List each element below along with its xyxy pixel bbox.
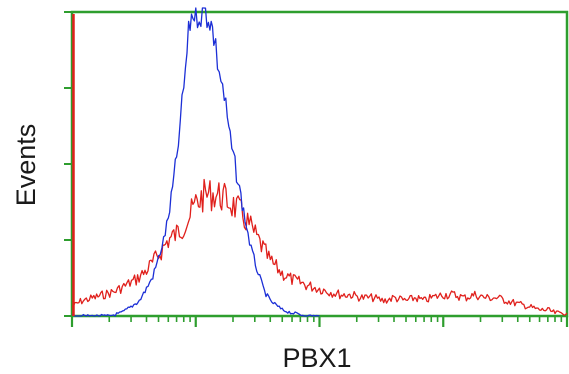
plot-frame <box>70 10 569 318</box>
y-axis-label: Events <box>11 124 41 207</box>
series-line-red <box>71 178 568 316</box>
series-layer <box>71 7 568 317</box>
y-axis-ticks <box>64 11 72 317</box>
plot-border <box>70 10 569 318</box>
series-line-blue <box>71 7 320 317</box>
x-axis-label: PBX1 <box>282 343 351 373</box>
x-axis-ticks <box>70 316 569 327</box>
